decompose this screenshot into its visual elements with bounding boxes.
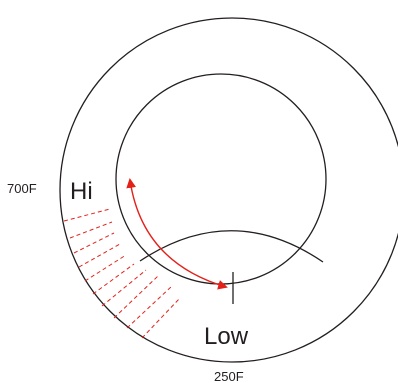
low-label: Low xyxy=(204,323,249,350)
max-temp-label: 700F xyxy=(7,181,37,196)
adjust-range-arrow xyxy=(126,178,228,290)
outer-ring xyxy=(59,17,398,363)
min-temp-label: 250F xyxy=(214,369,244,383)
inner-ring xyxy=(115,73,327,285)
lower-arc xyxy=(139,230,324,263)
high-label: Hi xyxy=(70,178,93,205)
